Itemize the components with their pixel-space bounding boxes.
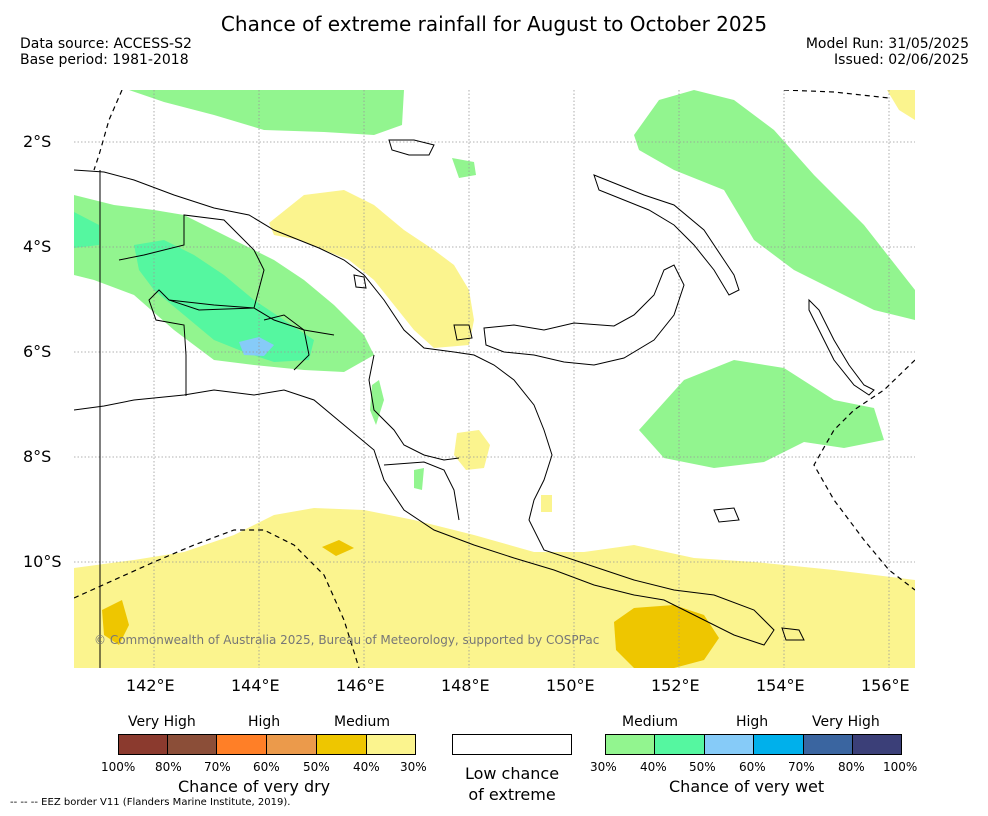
lat-label-8s: 8°S [23, 447, 52, 466]
wet-swatch-80-100 [852, 734, 902, 755]
wet-tick-60: 60% [739, 760, 766, 774]
dry-swatch-40-30 [366, 734, 416, 755]
lon-label-156e: 156°E [861, 676, 910, 695]
borders [99, 170, 460, 668]
issued-date: Issued: 02/06/2025 [834, 52, 969, 68]
lat-label-10s: 10°S [23, 552, 62, 571]
wet-tick-30: 30% [590, 760, 617, 774]
data-source: Data source: ACCESS-S2 [20, 36, 192, 52]
dry-swatch-100-80 [118, 734, 168, 755]
wet-swatch-60-70 [753, 734, 804, 755]
rainfall-map [74, 90, 915, 668]
wet-swatch-50-60 [704, 734, 754, 755]
lat-label-6s: 6°S [23, 342, 52, 361]
eez-note: -- -- -- EEZ border V11 (Flanders Marine… [10, 797, 291, 808]
dry-swatch-60-50 [266, 734, 317, 755]
dry-tick-100: 100% [101, 760, 136, 774]
wet-medium-strong-zones [74, 212, 314, 362]
graticule [74, 90, 915, 668]
neutral-caption-line1: Low chance [464, 764, 560, 783]
wet-tick-40: 40% [640, 760, 667, 774]
wet-level-medium: Medium [622, 714, 678, 730]
base-period: Base period: 1981-2018 [20, 52, 189, 68]
dry-tick-40: 40% [353, 760, 380, 774]
dry-level-high: High [248, 714, 281, 730]
copyright-notice: © Commonwealth of Australia 2025, Bureau… [94, 633, 600, 647]
lon-label-150e: 150°E [546, 676, 595, 695]
map-canvas [74, 90, 915, 668]
dry-tick-50: 50% [303, 760, 330, 774]
wet-tick-50: 50% [689, 760, 716, 774]
lon-label-154e: 154°E [756, 676, 805, 695]
eez-borders [74, 90, 915, 668]
wet-level-very-high: Very High [812, 714, 880, 730]
wet-tick-100: 100% [883, 760, 918, 774]
map-title: Chance of extreme rainfall for August to… [220, 12, 768, 36]
lon-label-144e: 144°E [231, 676, 280, 695]
dry-level-very-high: Very High [128, 714, 196, 730]
lon-label-148e: 148°E [441, 676, 490, 695]
dry-swatch-70-60 [216, 734, 267, 755]
lon-label-146e: 146°E [336, 676, 385, 695]
coastlines [74, 139, 875, 646]
dry-caption: Chance of very dry [178, 777, 331, 796]
dry-tick-30: 30% [400, 760, 427, 774]
model-run: Model Run: 31/05/2025 [805, 36, 969, 52]
neutral-swatch [452, 734, 572, 755]
wet-swatch-30-40 [605, 734, 655, 755]
neutral-caption-line2: of extreme [468, 785, 556, 804]
wet-tick-70: 70% [788, 760, 815, 774]
wet-level-high: High [736, 714, 769, 730]
lon-label-142e: 142°E [126, 676, 175, 695]
dry-medium-strong-zones [102, 540, 719, 668]
dry-swatch-50-40 [316, 734, 367, 755]
wet-swatch-40-50 [654, 734, 705, 755]
dry-tick-80: 80% [155, 760, 182, 774]
dry-level-medium: Medium [334, 714, 390, 730]
lat-label-2s: 2°S [23, 132, 52, 151]
wet-tick-80: 80% [838, 760, 865, 774]
wet-swatch-70-80 [803, 734, 853, 755]
wet-high-zone [239, 337, 274, 356]
wet-caption: Chance of very wet [669, 777, 825, 796]
dry-swatch-80-70 [167, 734, 217, 755]
lat-label-4s: 4°S [23, 237, 52, 256]
dry-tick-60: 60% [253, 760, 280, 774]
dry-tick-70: 70% [204, 760, 231, 774]
lon-label-152e: 152°E [651, 676, 700, 695]
